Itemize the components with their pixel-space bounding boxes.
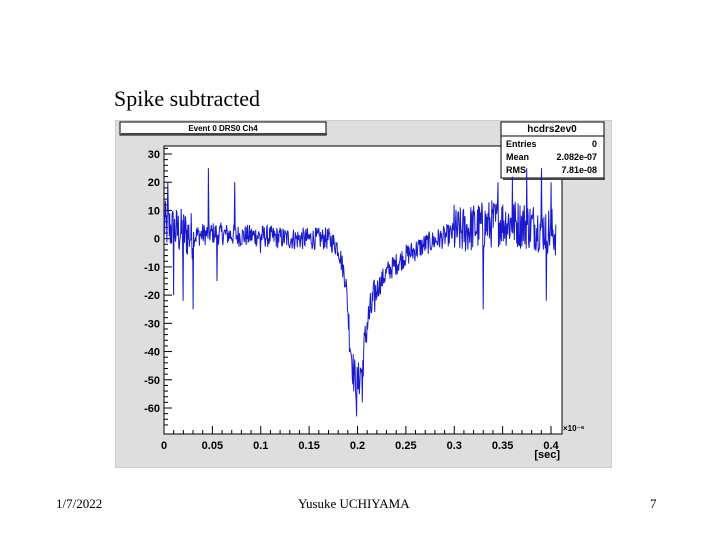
stats-entries-value: 0	[592, 139, 597, 149]
x-axis-label: [sec]	[534, 449, 560, 461]
footer-date: 1/7/2022	[56, 496, 103, 511]
y-tick-label: 10	[148, 205, 160, 217]
x-exponent-label: ×10⁻⁶	[563, 424, 585, 433]
y-tick-label: -20	[144, 290, 160, 302]
stats-name: hcdrs2ev0	[527, 124, 577, 135]
waveform-line	[163, 168, 557, 417]
y-tick-label: -30	[144, 318, 160, 330]
stats-mean-label: Mean	[506, 152, 529, 162]
stats-mean-value: 2.082e-07	[556, 152, 597, 162]
x-tick-label: 0.2	[350, 440, 365, 452]
stats-entries-label: Entries	[506, 139, 537, 149]
y-tick-label: 30	[148, 149, 160, 161]
stats-box: hcdrs2ev0 Entries 0 Mean 2.082e-07 RMS 7…	[500, 121, 605, 180]
plot-frame	[163, 145, 563, 435]
footer-page-number: 7	[650, 496, 657, 511]
x-tick-label: 0.1	[253, 440, 268, 452]
footer-author: Yusuke UCHIYAMA	[298, 496, 410, 511]
y-tick-label: -10	[144, 262, 160, 274]
y-tick-label: -60	[144, 403, 160, 415]
slide-title: Spike subtracted	[114, 86, 261, 111]
x-axis: 0 0.05 0.1 0.15 0.2 0.25 0.3 0.35 0.4	[161, 426, 560, 452]
stats-rms-label: RMS	[506, 165, 526, 175]
x-tick-label: 0	[161, 440, 167, 452]
x-tick-label: 0.05	[202, 440, 223, 452]
stats-rms-value: 7.81e-08	[561, 165, 597, 175]
y-tick-label: -40	[144, 347, 160, 359]
x-tick-label: 0.25	[395, 440, 416, 452]
y-axis: 30 20 10 0 -10 -20 -30 -40 -50 -60	[144, 147, 172, 426]
x-tick-label: 0.4	[543, 440, 559, 452]
x-tick-label: 0.35	[492, 440, 513, 452]
x-tick-label: 0.3	[447, 440, 462, 452]
y-tick-label: 0	[154, 234, 160, 246]
chart-title: Event 0 DRS0 Ch4	[188, 124, 258, 133]
y-tick-label: -50	[144, 375, 160, 387]
series-layer	[163, 168, 557, 417]
waveform-chart: Event 0 DRS0 Ch4 hcdrs2ev0 Entries 0 Mea…	[115, 120, 612, 468]
y-tick-label: 20	[148, 177, 160, 189]
title-box: Event 0 DRS0 Ch4	[119, 121, 327, 136]
x-tick-label: 0.15	[298, 440, 319, 452]
